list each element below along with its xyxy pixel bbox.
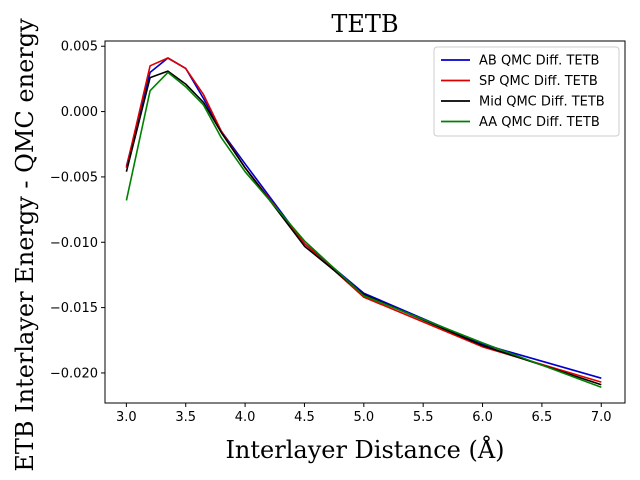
legend-box [433,46,620,137]
legend-label-2: Mid QMC Diff. TETB [479,95,605,110]
x-tick-label: 4.5 [294,410,315,425]
y-tick-label: 0.005 [61,40,98,55]
legend: AB QMC Diff. TETB SP QMC Diff. TETB Mid QM… [433,46,620,137]
plot-series-group [125,57,602,389]
x-tick-label: 3.5 [175,410,196,425]
plot-frame [104,40,626,404]
y-tick-label: −0.005 [50,170,98,185]
x-tick-label: 3.0 [116,410,137,425]
x-axis-ticks: 3.0 3.5 4.0 4.5 5.0 5.5 6.0 6.5 7.0 [116,403,612,425]
y-tick-label: −0.015 [50,301,98,316]
x-tick-label: 4.0 [235,410,256,425]
y-axis-ticks: 0.005 0.000 −0.005 −0.010 −0.015 −0.020 [50,40,105,381]
x-tick-label: 6.0 [472,410,493,425]
y-tick-label: 0.000 [61,105,98,120]
x-tick-label: 6.5 [532,410,553,425]
legend-label-1: SP QMC Diff. TETB [479,74,598,89]
y-tick-label: −0.010 [50,236,98,251]
x-tick-label: 7.0 [591,410,612,425]
x-axis-label: Interlayer Distance (Å) [225,435,504,464]
legend-label-0: AB QMC Diff. TETB [479,54,599,69]
series-line-3 [125,71,602,389]
x-tick-label: 5.5 [413,410,434,425]
legend-label-3: AA QMC Diff. TETB [479,115,600,130]
y-axis-label: ETB Interlayer Energy - QMC energy [11,18,39,472]
chart-title: TETB [331,10,398,38]
x-tick-label: 5.0 [353,410,374,425]
y-tick-label: −0.020 [50,366,98,381]
